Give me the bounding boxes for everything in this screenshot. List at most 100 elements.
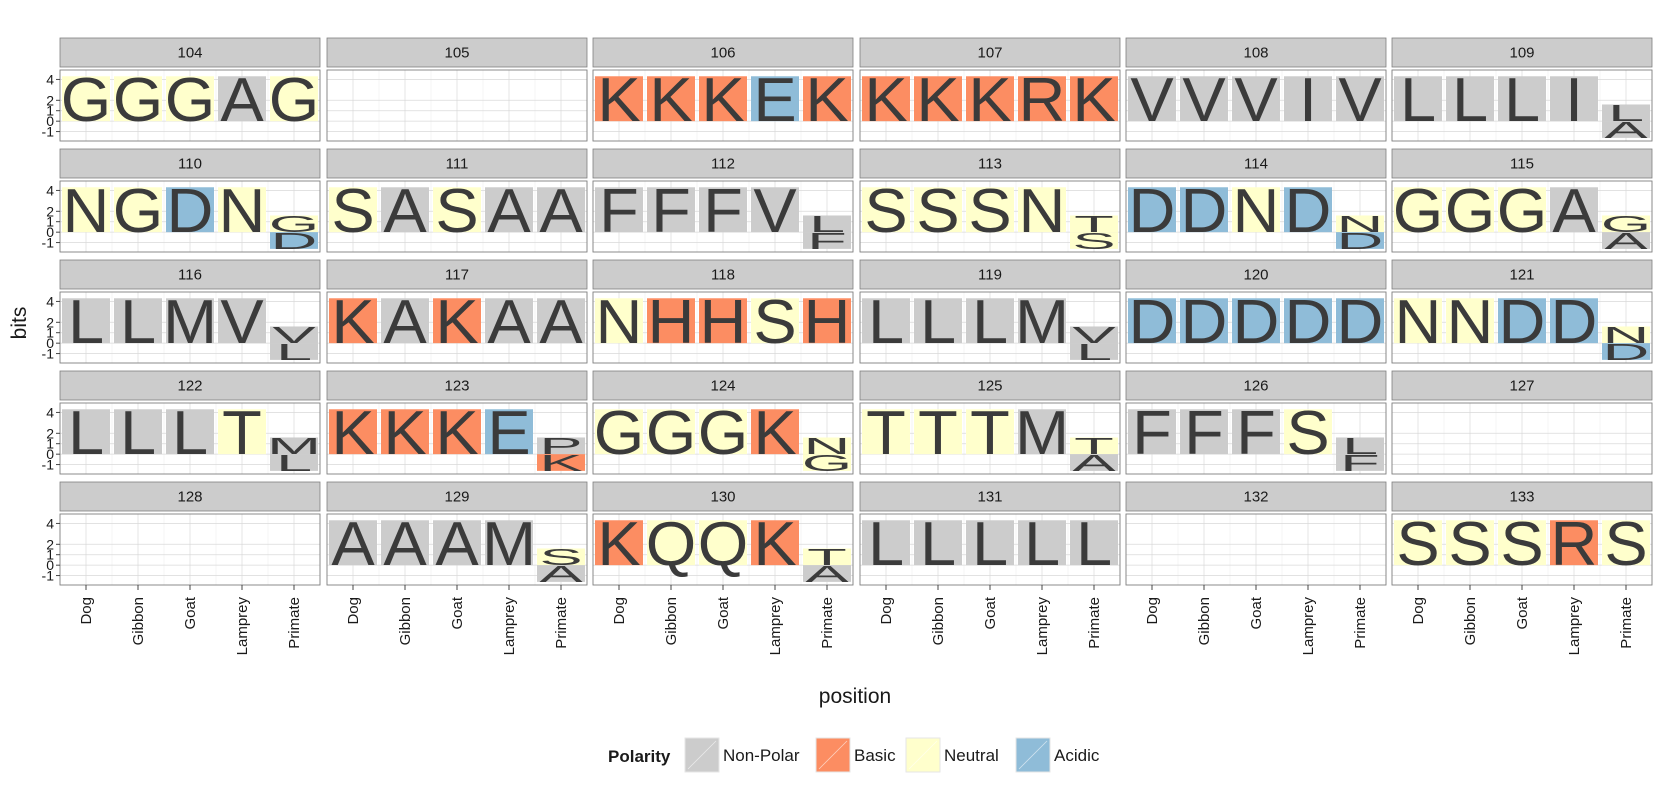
logo-letter-K: K xyxy=(916,65,959,135)
logo-letter-L: L xyxy=(972,287,1008,357)
logo-bar-L xyxy=(862,298,910,344)
panel-border xyxy=(59,69,321,142)
x-tick-label: Gibbon xyxy=(930,597,947,645)
logo-bar-F xyxy=(1128,409,1176,455)
logo-letter-A: A xyxy=(539,287,583,357)
logo-letter-M: M xyxy=(482,509,536,579)
logo-letter-N: N xyxy=(1447,287,1494,357)
logo-letter-G: G xyxy=(802,450,853,476)
logo-bar-K xyxy=(966,76,1014,122)
logo-bar-T xyxy=(218,409,266,455)
x-tick-label: Lamprey xyxy=(1300,597,1317,656)
logo-bar-T xyxy=(1070,437,1118,455)
panel-strip xyxy=(1391,148,1653,179)
panel-strip xyxy=(1391,370,1653,401)
logo-letter-G: G xyxy=(698,398,749,468)
panel-strip xyxy=(1125,481,1387,512)
panel-strip-label: 120 xyxy=(1243,267,1268,284)
panel-strip-label: 113 xyxy=(978,156,1002,173)
y-tick-label: 0 xyxy=(46,113,54,129)
panel-128: 128 4 210-1 Dog Gibbon Goat Lamprey Primate xyxy=(42,481,321,655)
logo-bar-T xyxy=(966,409,1014,455)
logo-bar-S xyxy=(1602,520,1650,566)
panel-strip xyxy=(592,148,854,179)
logo-letter-G: G xyxy=(269,65,320,135)
logo-letter-D: D xyxy=(1181,287,1228,357)
panel-strip xyxy=(1391,259,1653,290)
panel-strip xyxy=(859,148,1121,179)
logo-letter-A: A xyxy=(1552,176,1596,246)
logo-letter-L: L xyxy=(120,398,156,468)
logo-letter-D: D xyxy=(1129,287,1176,357)
y-tick-label: 4 xyxy=(46,404,54,420)
panel-strip xyxy=(326,259,588,290)
panel-strip xyxy=(1125,259,1387,290)
logo-bar-F xyxy=(647,187,695,233)
logo-bar-F xyxy=(1232,409,1280,455)
logo-letter-M: M xyxy=(163,287,217,357)
logo-letter-L: L xyxy=(68,398,104,468)
logo-bar-K xyxy=(751,520,799,566)
panel-border xyxy=(326,180,588,253)
logo-bar-K xyxy=(1070,76,1118,122)
logo-bar-T xyxy=(1070,215,1118,233)
logo-bar-S xyxy=(1284,409,1332,455)
logo-letter-F: F xyxy=(1184,398,1224,468)
x-tick-label: Gibbon xyxy=(130,597,147,645)
x-tick-label: Primate xyxy=(286,597,303,649)
y-tick-label: -1 xyxy=(42,457,55,473)
logo-letter-S: S xyxy=(435,176,478,246)
logo-letter-N: N xyxy=(63,176,110,246)
x-tick-label: Dog xyxy=(611,597,628,625)
x-tick-label: Dog xyxy=(78,597,95,625)
logo-letter-S: S xyxy=(864,176,907,246)
logo-bar-K xyxy=(433,409,481,455)
logo-letter-D: D xyxy=(1337,228,1384,254)
logo-bar-L xyxy=(114,409,162,455)
logo-bar-D xyxy=(1180,187,1228,233)
logo-letter-D: D xyxy=(1181,176,1228,246)
logo-letter-S: S xyxy=(1396,509,1439,579)
logo-bar-Q xyxy=(699,520,747,566)
y-tick-label: 2 xyxy=(46,92,54,108)
logo-bar-S xyxy=(914,187,962,233)
panel-strip xyxy=(1125,148,1387,179)
logo-bar-A xyxy=(485,298,533,344)
y-tick-label: 4 xyxy=(46,293,54,309)
logo-bar-F xyxy=(595,187,643,233)
logo-bar-K xyxy=(862,76,910,122)
logo-bar-G xyxy=(699,409,747,455)
logo-letter-N: N xyxy=(1019,176,1066,246)
panel-strip-label: 127 xyxy=(1509,378,1534,395)
y-tick-label: 0 xyxy=(46,557,54,573)
panel-strip-label: 106 xyxy=(710,45,735,62)
legend-item-label: Neutral xyxy=(944,746,999,765)
logo-bar-H xyxy=(647,298,695,344)
logo-letter-E: E xyxy=(753,65,796,135)
logo-letter-M: M xyxy=(1015,398,1069,468)
logo-bar-D xyxy=(270,232,318,249)
logo-bar-D xyxy=(1336,298,1384,344)
logo-bar-K xyxy=(914,76,962,122)
logo-bar-F xyxy=(803,232,851,249)
logo-bar-L xyxy=(1446,76,1494,122)
panel-border xyxy=(592,402,854,475)
x-tick-label: Goat xyxy=(1514,596,1531,629)
logo-letter-G: G xyxy=(1393,176,1444,246)
panel-strip-label: 123 xyxy=(444,378,469,395)
logo-bar-L xyxy=(914,520,962,566)
logo-bar-N xyxy=(595,298,643,344)
logo-bar-L xyxy=(62,409,110,455)
logo-bar-M xyxy=(1018,298,1066,344)
logo-letter-F: F xyxy=(703,176,743,246)
logo-letter-Q: Q xyxy=(646,509,697,579)
logo-bar-P xyxy=(537,437,585,455)
logo-letter-S: S xyxy=(1286,398,1329,468)
logo-bar-A xyxy=(381,187,429,233)
